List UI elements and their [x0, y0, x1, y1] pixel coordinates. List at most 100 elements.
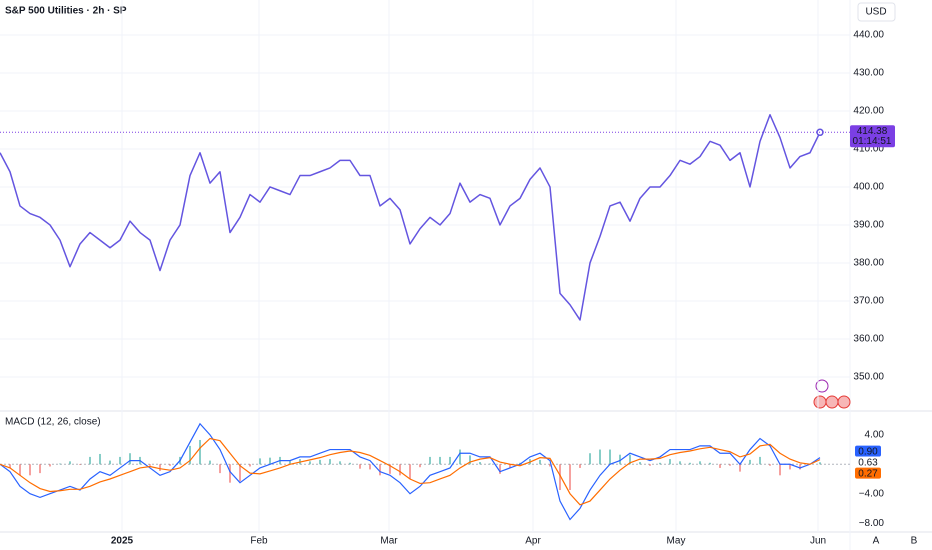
histogram-bar [559, 464, 561, 491]
histogram-bar [199, 439, 201, 465]
event-icon [815, 379, 829, 393]
histogram-bar [709, 462, 711, 465]
countdown: 01:14:51 [853, 136, 892, 147]
histogram-bar [369, 464, 371, 470]
indicator-line [0, 422, 821, 521]
indicator-line [0, 437, 821, 506]
readout-box [855, 467, 881, 479]
y-tick-label: 440.00 [853, 30, 884, 41]
histogram-bar [619, 454, 621, 465]
current-price-label: 414.38 [857, 126, 888, 137]
histogram-bar [649, 464, 651, 466]
price-label-box [850, 125, 895, 148]
event-icons [813, 379, 851, 409]
histogram-bar [359, 464, 361, 469]
histogram-bar [339, 461, 341, 465]
histogram-bar [79, 464, 81, 466]
histogram-bar [189, 445, 191, 465]
readout-label: 0.27 [858, 468, 878, 479]
histogram-bar [119, 456, 121, 465]
histogram-bar [499, 464, 501, 474]
histogram-bar [689, 462, 691, 465]
histogram-bar [459, 449, 461, 465]
histogram-bar [99, 453, 101, 465]
histogram-bar [229, 464, 231, 483]
histogram-bar [659, 462, 661, 465]
event-icon [813, 395, 827, 409]
y-tick-label: 360.00 [853, 334, 884, 345]
readout-label: 0.63 [858, 457, 878, 468]
histogram-bar [259, 458, 261, 465]
currency[interactable]: USD [865, 7, 886, 18]
histogram-bar [409, 464, 411, 479]
currency-box[interactable] [857, 2, 896, 22]
histogram-bar [59, 463, 61, 465]
event-icon [837, 395, 851, 409]
histogram-bar [609, 449, 611, 465]
y-tick-label: 370.00 [853, 296, 884, 307]
histogram-bar [329, 459, 331, 465]
histogram-bar [219, 464, 221, 474]
y-tick-label: 4.00 [865, 429, 885, 440]
histogram-bar [9, 464, 11, 468]
event-icon [825, 395, 839, 409]
histogram-bar [449, 456, 451, 465]
y-tick-label: 350.00 [853, 372, 884, 383]
readout-box [855, 456, 881, 468]
histogram-bar [269, 457, 271, 465]
histogram-bar [159, 464, 161, 471]
histogram-bar [469, 455, 471, 465]
histogram-bar [149, 464, 151, 466]
histogram-bar [629, 454, 631, 465]
scale-button[interactable]: A [873, 536, 880, 547]
histogram-bar [539, 459, 541, 465]
histogram-bar [719, 464, 721, 468]
histogram-bar [569, 464, 571, 491]
histogram-bar [69, 461, 71, 465]
chart-title: S&P 500 Utilities · 2h · SP [5, 6, 127, 17]
histogram-bar [289, 460, 291, 465]
histogram-bar [399, 464, 401, 476]
histogram-bar [209, 460, 211, 465]
y-tick-label: 410.00 [853, 144, 884, 155]
histogram-bar [549, 464, 551, 467]
x-tick-label: Jun [810, 536, 826, 547]
histogram-bar [249, 464, 251, 467]
y-tick-label: −8.00 [859, 518, 885, 529]
histogram-bar [389, 464, 391, 474]
y-tick-label: 380.00 [853, 258, 884, 269]
histogram-bar [349, 462, 351, 465]
indicator-title: MACD (12, 26, close) [5, 417, 101, 428]
histogram-bar [679, 461, 681, 465]
histogram-bar [419, 464, 421, 468]
histogram-bar [509, 464, 511, 468]
histogram-bar [309, 461, 311, 465]
x-tick-label: Apr [525, 536, 541, 547]
y-tick-label: 420.00 [853, 106, 884, 117]
x-tick-label: 2025 [111, 536, 134, 547]
price-line [0, 114, 821, 321]
histogram-bar [779, 464, 781, 476]
histogram-bar [579, 464, 581, 468]
histogram-bar [109, 460, 111, 465]
scale-button[interactable]: B [911, 536, 918, 547]
y-tick-label: 400.00 [853, 182, 884, 193]
histogram-bar [759, 456, 761, 465]
histogram-bar [479, 462, 481, 465]
last-point [816, 128, 824, 137]
y-tick-label: 390.00 [853, 220, 884, 231]
x-tick-label: May [667, 536, 686, 547]
histogram-bar [799, 464, 801, 470]
x-tick-label: Feb [250, 536, 268, 547]
histogram-bar [89, 456, 91, 465]
histogram-bar [169, 464, 171, 466]
histogram-bar [669, 459, 671, 465]
y-tick-label: 430.00 [853, 68, 884, 79]
histogram-bar [589, 453, 591, 465]
histogram-bar [379, 464, 381, 476]
x-tick-label: Mar [380, 536, 398, 547]
histogram-bar [19, 464, 21, 476]
readout-box [855, 445, 881, 457]
histogram-bar [639, 462, 641, 465]
